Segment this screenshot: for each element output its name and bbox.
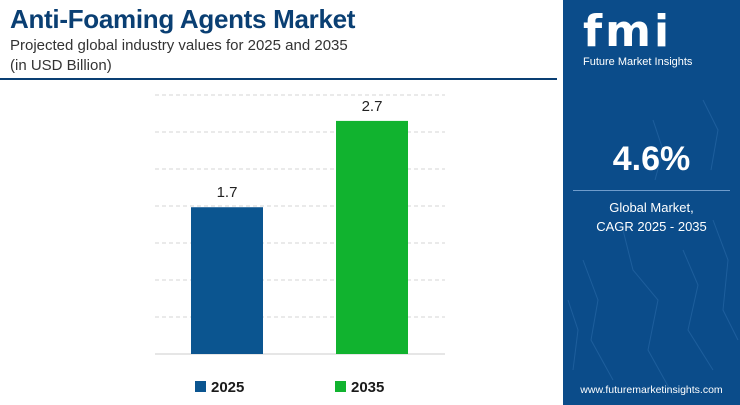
sidebar-panel: fmi Future Market Insights 4.6% Global M… (563, 0, 740, 405)
subtitle-line-1: Projected global industry values for 202… (10, 37, 348, 54)
subtitle-line-2: (in USD Billion) (10, 57, 112, 74)
cagr-value: 4.6% (612, 140, 691, 178)
fmi-logo: fmi Future Market Insights (583, 6, 723, 69)
bar-2025 (191, 207, 263, 354)
bar-chart: 1.7 2.7 2025 2035 (155, 94, 445, 396)
legend-label-2035: 2035 (351, 379, 384, 396)
cagr-label-line-2: CAGR 2025 - 2035 (596, 219, 707, 234)
legend-label-2025: 2025 (211, 379, 244, 396)
legend-swatch-2025 (195, 381, 206, 392)
legend-swatch-2035 (335, 381, 346, 392)
sidebar-divider (573, 190, 730, 191)
cagr-label: Global Market, CAGR 2025 - 2035 (563, 198, 740, 236)
data-label-2025: 1.7 (217, 184, 238, 201)
chart-title: Anti-Foaming Agents Market (10, 4, 356, 34)
data-label-2035: 2.7 (362, 98, 383, 115)
logo-caption: Future Market Insights (583, 56, 693, 68)
cagr-label-line-1: Global Market, (609, 200, 694, 215)
logo-mark: fmi (583, 6, 673, 57)
background-pattern (567, 99, 739, 396)
website-link[interactable]: www.futuremarketinsights.com (580, 384, 723, 396)
chart-subtitle: Projected global industry values for 202… (10, 36, 430, 76)
header-divider (0, 78, 557, 80)
bar-2035 (336, 120, 408, 355)
